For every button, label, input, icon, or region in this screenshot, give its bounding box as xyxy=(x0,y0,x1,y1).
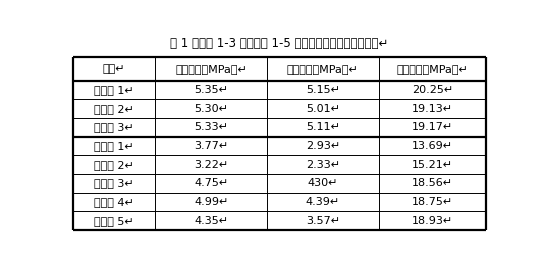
Text: 5.30↵: 5.30↵ xyxy=(194,104,228,114)
Text: 4.75↵: 4.75↵ xyxy=(194,178,228,188)
Text: 对比例 2↵: 对比例 2↵ xyxy=(94,160,134,170)
Text: 20.25↵: 20.25↵ xyxy=(412,85,453,95)
Text: 5.35↵: 5.35↵ xyxy=(194,85,228,95)
Text: 对比例 5↵: 对比例 5↵ xyxy=(94,216,134,226)
Text: 15.21↵: 15.21↵ xyxy=(412,160,453,170)
Text: 13.69↵: 13.69↵ xyxy=(412,141,453,151)
Text: 5.11↵: 5.11↵ xyxy=(306,122,340,132)
Text: 3.57↵: 3.57↵ xyxy=(306,216,340,226)
Text: 抗折强度（MPa）↵: 抗折强度（MPa）↵ xyxy=(175,64,247,74)
Text: 3.77↵: 3.77↵ xyxy=(194,141,228,151)
Text: 2.33↵: 2.33↵ xyxy=(306,160,340,170)
Text: 实施例 1↵: 实施例 1↵ xyxy=(94,85,134,95)
Text: 对比例 1↵: 对比例 1↵ xyxy=(94,141,134,151)
Text: 5.33↵: 5.33↵ xyxy=(194,122,228,132)
Text: 19.17↵: 19.17↵ xyxy=(412,122,453,132)
Text: 4.99↵: 4.99↵ xyxy=(194,197,228,207)
Text: 3.22↵: 3.22↵ xyxy=(194,160,228,170)
Text: 5.01↵: 5.01↵ xyxy=(306,104,340,114)
Text: 4.39↵: 4.39↵ xyxy=(306,197,340,207)
Text: 18.75↵: 18.75↵ xyxy=(412,197,453,207)
Text: 抗压强度（MPa）↵: 抗压强度（MPa）↵ xyxy=(397,64,468,74)
Text: 19.13↵: 19.13↵ xyxy=(412,104,453,114)
Text: 抗拉强度（MPa）↵: 抗拉强度（MPa）↵ xyxy=(287,64,359,74)
Text: 对比例 4↵: 对比例 4↵ xyxy=(94,197,134,207)
Text: 编号↵: 编号↵ xyxy=(103,64,126,74)
Text: 18.93↵: 18.93↵ xyxy=(412,216,453,226)
Text: 5.15↵: 5.15↵ xyxy=(306,85,340,95)
Text: 实施例 3↵: 实施例 3↵ xyxy=(94,122,134,132)
Text: 4.35↵: 4.35↵ xyxy=(194,216,228,226)
Text: 2.93↵: 2.93↵ xyxy=(306,141,340,151)
Text: 实施例 2↵: 实施例 2↵ xyxy=(94,104,134,114)
Text: 18.56↵: 18.56↵ xyxy=(412,178,453,188)
Text: 430↵: 430↵ xyxy=(307,178,338,188)
Text: 表 1 实施例 1-3 和对比例 1-5 中的生物砖的性能测试结果↵: 表 1 实施例 1-3 和对比例 1-5 中的生物砖的性能测试结果↵ xyxy=(170,37,388,50)
Text: 对比例 3↵: 对比例 3↵ xyxy=(94,178,134,188)
